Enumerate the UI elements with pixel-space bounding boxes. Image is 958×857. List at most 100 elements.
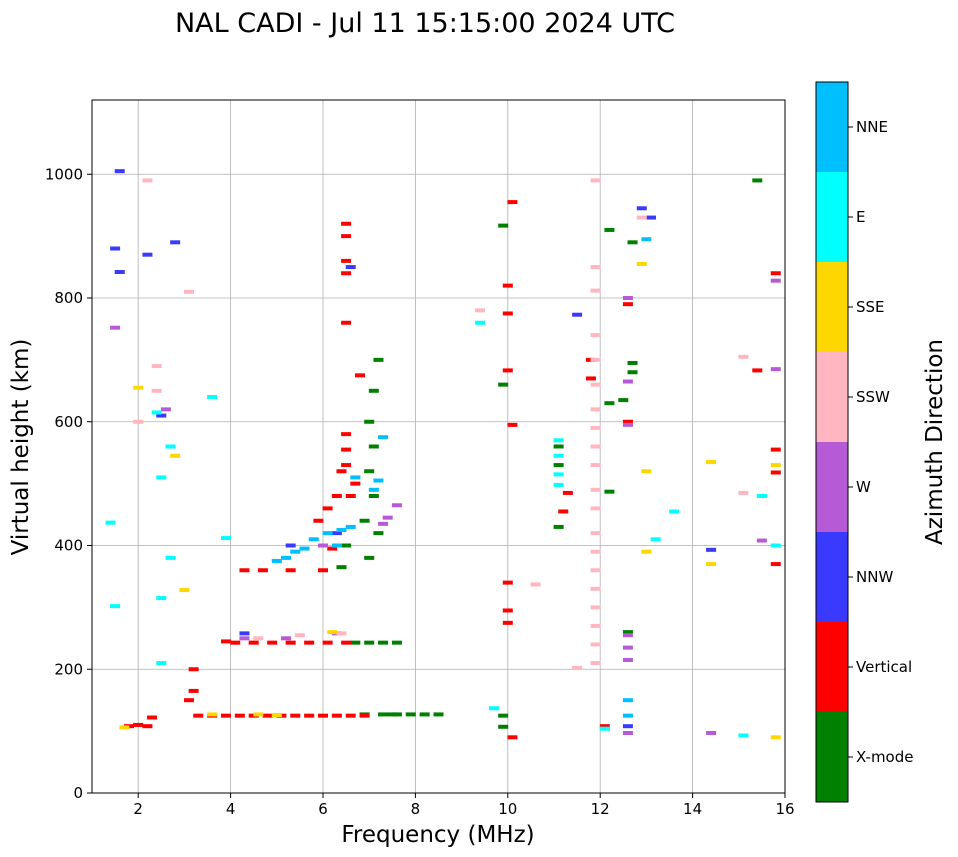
echo-point-vertical — [188, 667, 199, 672]
echo-point-ssw — [133, 419, 144, 424]
echo-point-nnw — [285, 543, 296, 548]
echo-point-x-mode — [373, 357, 384, 362]
echo-point-x-mode — [627, 240, 638, 245]
x-axis-ticks: 2 4 6 8 10 12 14 16 — [133, 793, 795, 818]
echo-point-e — [488, 706, 499, 711]
echo-point-ssw — [738, 490, 749, 495]
echo-point-vertical — [502, 608, 513, 613]
x-tick-label: 14 — [683, 800, 702, 818]
echo-point-sse — [207, 712, 218, 717]
echo-point-x-mode — [391, 640, 402, 645]
chart-title: NAL CADI - Jul 11 15:15:00 2024 UTC — [175, 8, 675, 39]
echo-point-vertical — [770, 271, 781, 276]
y-tick-label: 400 — [54, 537, 83, 555]
y-axis-label: Virtual height (km) — [8, 339, 34, 556]
echo-point-vertical — [147, 715, 158, 720]
echo-point-vertical — [133, 722, 144, 727]
echo-point-nnw — [156, 413, 167, 418]
echo-point-x-mode — [752, 178, 763, 183]
x-tick-label: 10 — [498, 800, 517, 818]
echo-point-x-mode — [498, 382, 509, 387]
echo-point-e — [207, 395, 218, 399]
echo-point-vertical — [257, 568, 268, 573]
echo-point-w — [391, 503, 402, 508]
echo-point-x-mode — [368, 444, 379, 449]
echo-point-sse — [133, 385, 144, 390]
x-tick-label: 4 — [226, 800, 236, 818]
echo-point-nne — [271, 558, 282, 563]
echo-point-sse — [636, 261, 647, 266]
echo-point-vertical — [322, 640, 333, 645]
echo-point-w — [382, 515, 393, 520]
echo-point-nnw — [706, 547, 717, 552]
colorbar-swatch-x-mode — [816, 712, 848, 802]
echo-point-w — [706, 730, 717, 735]
colorbar-frame — [815, 81, 849, 803]
echo-point-ssw — [475, 308, 486, 313]
echo-point-vertical — [502, 311, 513, 316]
echo-point-x-mode — [364, 640, 375, 645]
y-tick-label: 200 — [54, 660, 83, 678]
echo-point-x-mode — [378, 712, 389, 717]
echo-point-vertical — [558, 509, 569, 514]
echo-point-vertical — [234, 713, 245, 718]
echo-point-vertical — [345, 494, 356, 498]
echo-point-vertical — [262, 713, 273, 718]
echo-point-nne — [368, 487, 379, 492]
echo-point-vertical — [304, 713, 315, 718]
echo-point-w — [770, 278, 781, 283]
echo-point-vertical — [285, 640, 296, 645]
echo-point-nne — [290, 549, 301, 554]
x-tick-label: 16 — [775, 800, 794, 818]
echo-point-ssw — [590, 357, 601, 362]
echo-point-ssw — [184, 289, 195, 294]
echo-point-vertical — [341, 221, 352, 226]
echo-point-vertical — [184, 698, 195, 703]
echo-point-ssw — [530, 582, 541, 587]
x-tick-label: 2 — [133, 800, 143, 818]
echo-point-vertical — [318, 713, 328, 718]
echo-point-nne — [622, 713, 633, 718]
echo-point-x-mode — [373, 531, 384, 536]
echo-point-vertical — [142, 724, 153, 729]
echo-point-sse — [641, 549, 652, 554]
echo-point-x-mode — [364, 555, 375, 560]
echo-point-vertical — [585, 376, 596, 381]
echo-point-vertical — [507, 422, 518, 427]
echo-point-ssw — [590, 444, 601, 449]
echo-point-nne — [641, 237, 652, 242]
echo-point-x-mode — [433, 712, 444, 717]
echo-point-x-mode — [553, 463, 564, 468]
y-tick-label: 1000 — [45, 165, 83, 183]
echo-point-e — [156, 596, 167, 601]
echo-point-x-mode — [419, 712, 430, 717]
echo-point-x-mode — [553, 444, 564, 449]
echo-point-ssw — [590, 506, 601, 511]
x-axis-label: Frequency (MHz) — [341, 822, 534, 848]
echo-point-nne — [622, 698, 633, 703]
echo-point-vertical — [267, 640, 278, 645]
echo-point-ssw — [151, 364, 162, 369]
echo-point-ssw — [590, 407, 601, 412]
echo-point-vertical — [304, 640, 315, 645]
echo-point-x-mode — [364, 419, 375, 424]
colorbar-swatch-vertical — [816, 622, 848, 712]
echo-point-nne — [281, 555, 292, 560]
echo-point-vertical — [622, 419, 633, 424]
echo-point-ssw — [636, 215, 647, 220]
echo-point-ssw — [590, 661, 601, 666]
echo-point-e — [756, 494, 767, 498]
colorbar-swatch-w — [816, 442, 848, 532]
echo-point-nne — [331, 543, 342, 548]
data-marks — [105, 169, 781, 740]
echo-point-ssw — [294, 633, 305, 638]
echo-point-x-mode — [498, 724, 509, 729]
echo-point-x-mode — [498, 223, 509, 228]
echo-point-x-mode — [368, 494, 379, 498]
echo-point-nnw — [239, 631, 250, 636]
echo-point-ssw — [590, 333, 601, 338]
echo-point-vertical — [341, 463, 352, 468]
echo-point-nnw — [345, 265, 356, 270]
echo-point-x-mode — [553, 524, 564, 529]
echo-point-sse — [706, 562, 717, 567]
